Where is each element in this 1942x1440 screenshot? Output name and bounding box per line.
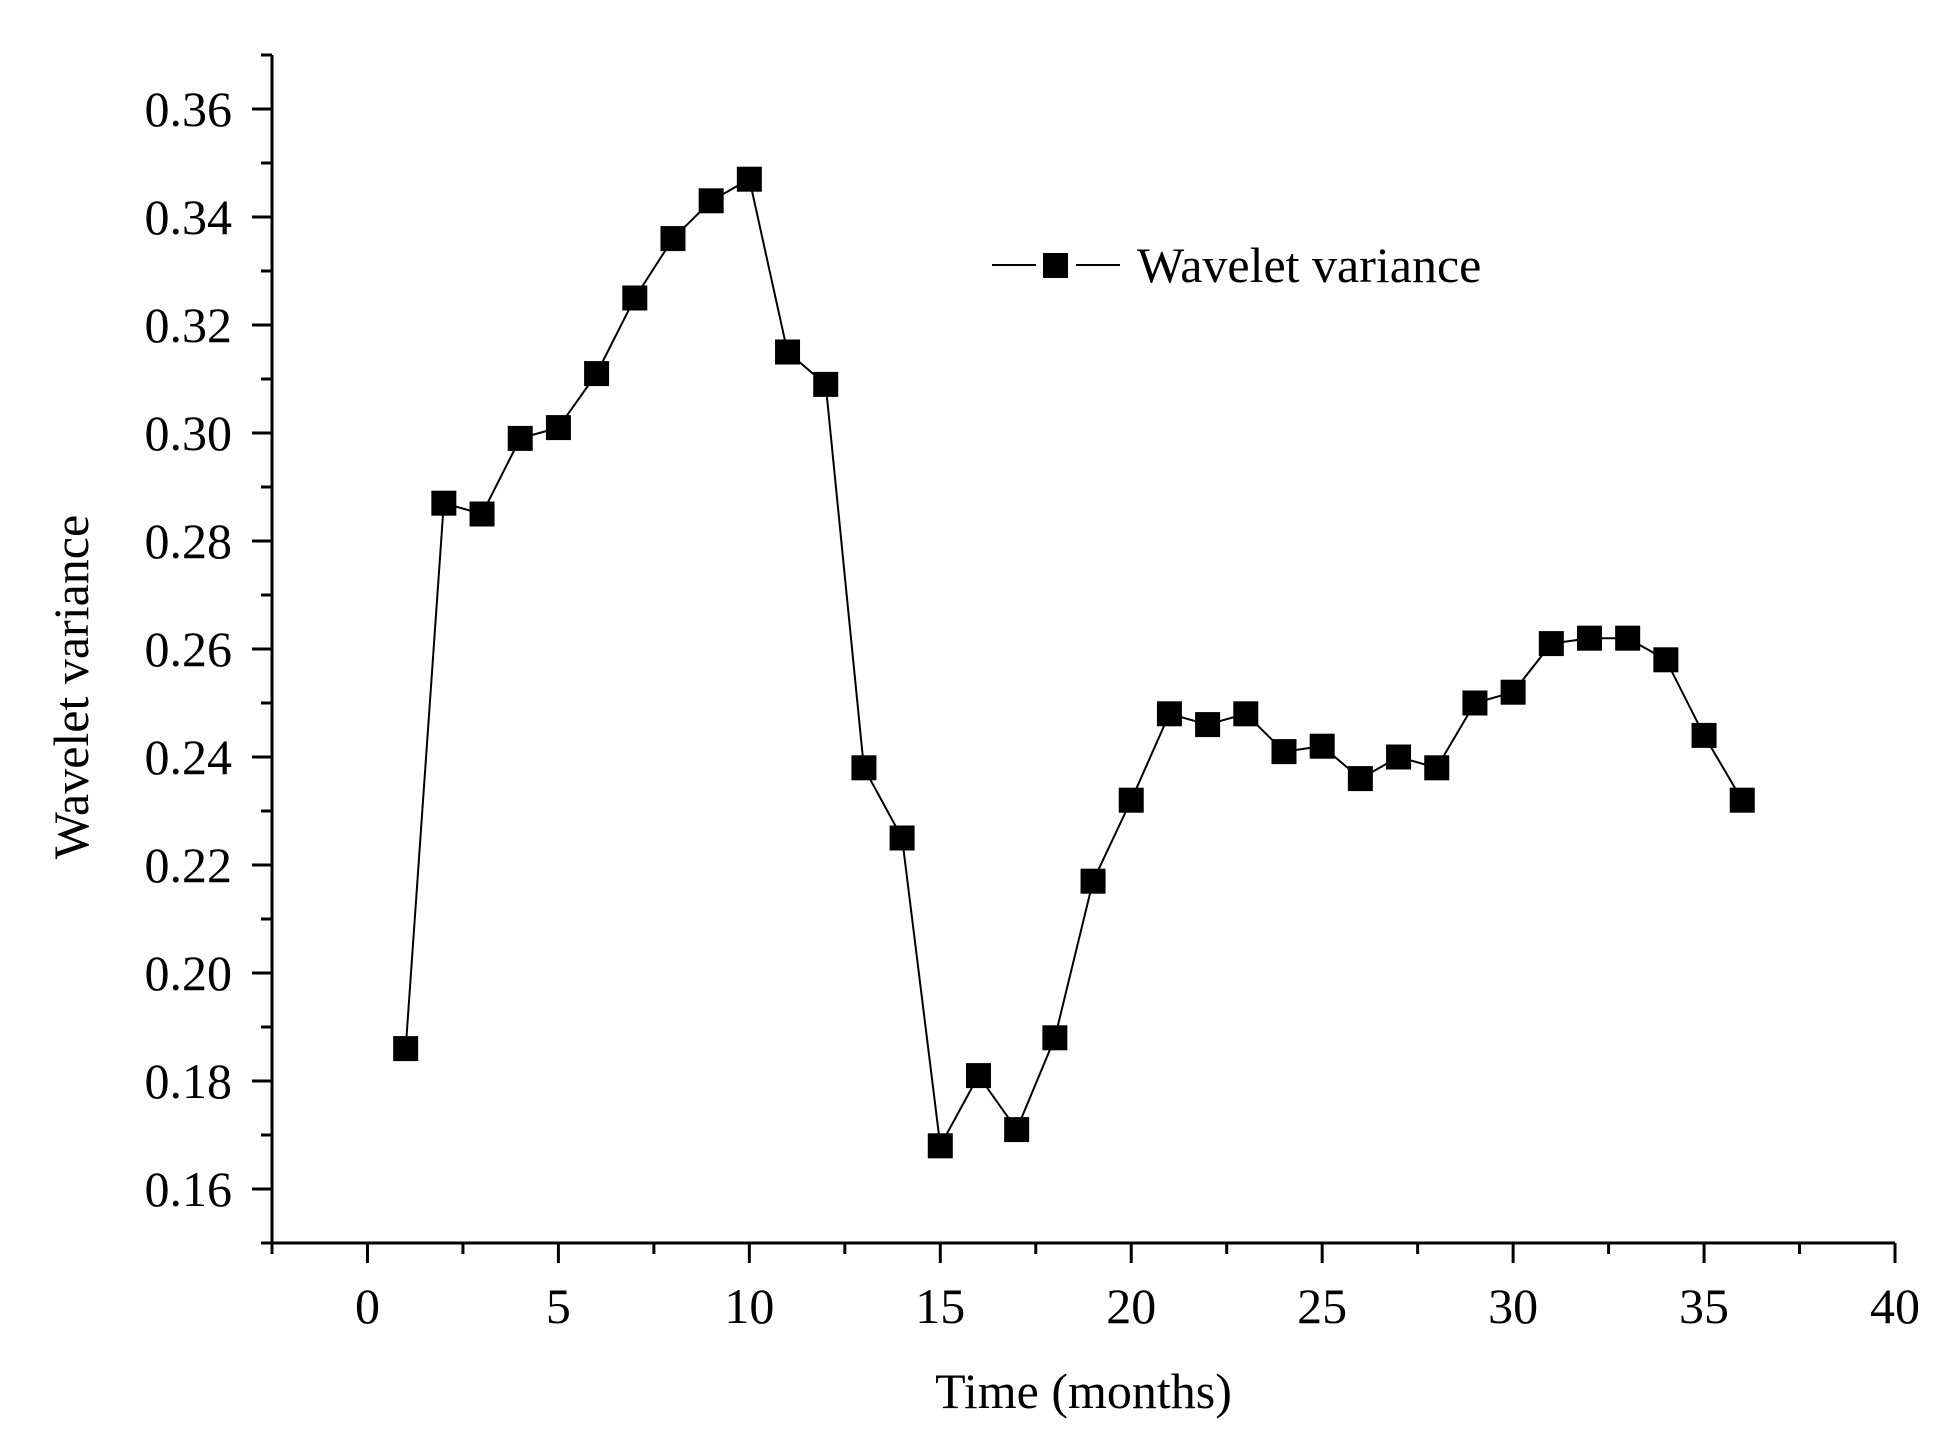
x-axis-title: Time (months)	[935, 1363, 1232, 1419]
data-point	[1500, 679, 1526, 705]
axes: 0 5 10 15 20 25 30 35 40 0.16 0.18 0.20 0.22 0.24 0.26…	[145, 53, 1920, 1334]
data-point	[813, 371, 839, 397]
x-tick-label: 30	[1488, 1278, 1538, 1334]
legend-label: Wavelet variance	[1137, 237, 1481, 293]
legend-marker	[1043, 253, 1068, 278]
data-point	[1080, 868, 1106, 894]
y-tick-label: 0.30	[145, 405, 233, 461]
legend: Wavelet variance	[992, 237, 1481, 293]
data-point	[1271, 739, 1297, 765]
y-axis-title: Wavelet variance	[43, 515, 99, 859]
data-point	[1118, 787, 1144, 813]
series-line	[404, 177, 1744, 1150]
data-point	[1347, 766, 1373, 792]
y-tick-label: 0.36	[145, 81, 233, 137]
x-tick-label: 0	[355, 1278, 380, 1334]
y-tick-label: 0.26	[145, 621, 233, 677]
data-point	[545, 415, 571, 441]
data-point	[965, 1063, 991, 1089]
data-point	[1042, 1025, 1068, 1051]
data-point	[660, 226, 686, 252]
y-tick-label: 0.34	[145, 189, 233, 245]
data-point	[1729, 787, 1755, 813]
data-point	[1538, 631, 1564, 657]
data-point	[1195, 712, 1221, 738]
data-point	[927, 1133, 953, 1159]
data-point	[431, 490, 457, 516]
x-tick-label: 20	[1106, 1278, 1156, 1334]
x-tick-label: 5	[546, 1278, 571, 1334]
data-point	[622, 285, 648, 311]
data-point	[1386, 744, 1412, 770]
y-tick-label: 0.16	[145, 1161, 233, 1217]
y-tick-label: 0.28	[145, 513, 233, 569]
x-tick-label: 25	[1297, 1278, 1347, 1334]
y-tick-label: 0.22	[145, 837, 233, 893]
x-tick-label: 15	[915, 1278, 965, 1334]
y-tick-label: 0.32	[145, 297, 233, 353]
data-point	[1309, 733, 1335, 759]
data-point	[1653, 647, 1679, 673]
data-point	[1576, 625, 1602, 651]
y-tick-label: 0.20	[145, 945, 233, 1001]
data-point	[1615, 625, 1641, 651]
y-tick-label: 0.24	[145, 729, 233, 785]
data-point	[698, 188, 724, 214]
data-point	[469, 501, 495, 527]
data-point	[736, 166, 762, 192]
data-point	[1691, 722, 1717, 748]
x-tick-label: 35	[1679, 1278, 1729, 1334]
x-tick-label: 10	[724, 1278, 774, 1334]
data-point	[1004, 1117, 1030, 1143]
data-point	[507, 425, 533, 451]
y-tick-label: 0.18	[145, 1053, 233, 1109]
data-point	[889, 825, 915, 851]
data-point	[851, 755, 877, 781]
series-layer	[393, 166, 1755, 1159]
data-point	[1424, 755, 1450, 781]
data-point	[1233, 701, 1259, 727]
data-point	[775, 339, 801, 365]
data-point	[1156, 701, 1182, 727]
data-point	[584, 361, 610, 387]
data-point	[393, 1036, 419, 1062]
data-point	[1462, 690, 1488, 716]
x-tick-label: 40	[1870, 1278, 1920, 1334]
